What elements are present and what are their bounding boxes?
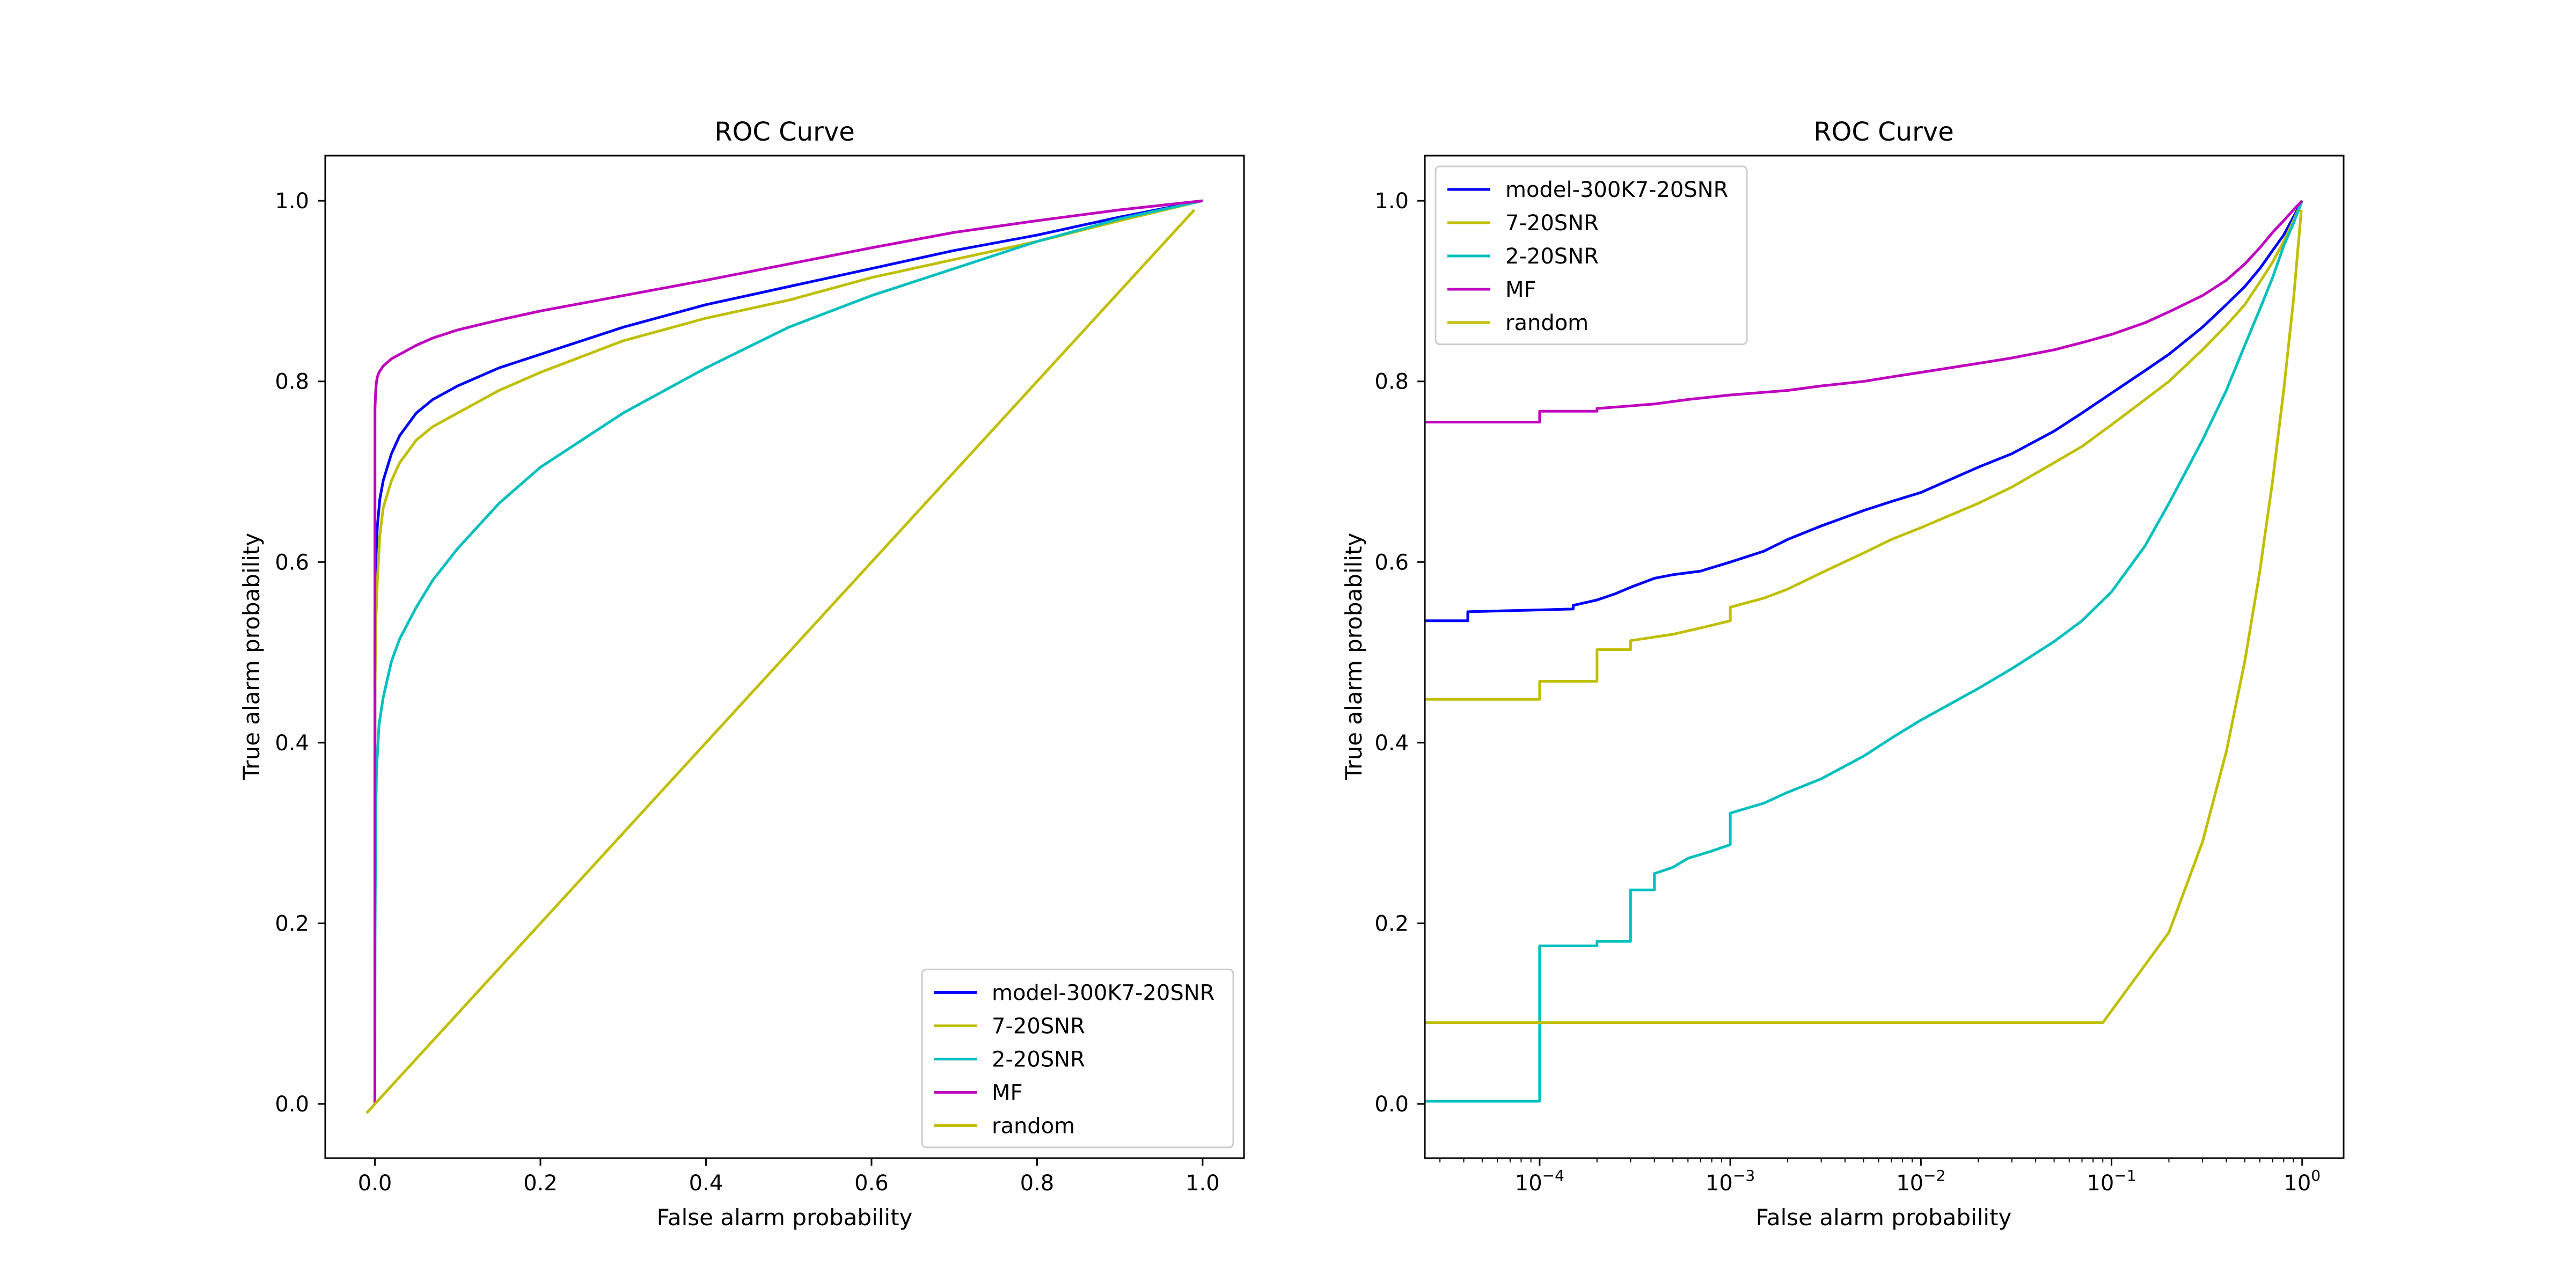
- x-tick-label: 0.0: [358, 1171, 392, 1196]
- y-tick-label: 0.0: [275, 1092, 309, 1117]
- y-tick-label: 0.4: [1374, 731, 1409, 756]
- x-tick-label: 0.4: [689, 1171, 723, 1196]
- y-axis-label: True alarm probability: [1341, 533, 1367, 781]
- series-layer: [1425, 200, 2304, 1103]
- series-line-7-20snr: [374, 199, 1203, 1104]
- legend-label: random: [992, 1114, 1075, 1138]
- ticks-layer: 0.0 0.2 0.4 0.6 0.8 1.0 0.0 0.2 0.4 0.6 0.8 1.0: [275, 189, 1219, 1196]
- legend-label: model-300K7-20SNR: [1505, 178, 1728, 202]
- legend-label: model-300K7-20SNR: [992, 980, 1214, 1005]
- y-tick-label: 0.8: [275, 370, 309, 394]
- series-line-random: [365, 209, 1196, 1114]
- y-tick-label: 0.6: [275, 550, 309, 575]
- y-tick-label: 1.0: [275, 189, 309, 214]
- plot-title: ROC Curve: [714, 117, 855, 147]
- legend-label: 7-20SNR: [1505, 211, 1599, 236]
- y-tick-label: 0.8: [1374, 370, 1409, 394]
- series-line-model-300k7-20snr: [374, 199, 1203, 1104]
- legend-label: 2-20SNR: [992, 1047, 1085, 1072]
- ticks-layer: 0.0 0.2 0.4 0.6 0.8 1.0 10−4 10−3 10−2 10−1 100: [1374, 189, 2321, 1196]
- x-tick-label: 1.0: [1185, 1171, 1220, 1196]
- roc-plot-log: ROC Curve False alarm probability True a…: [1341, 117, 2345, 1231]
- x-axis-label: False alarm probability: [657, 1204, 913, 1231]
- x-tick-label: 0.2: [523, 1171, 558, 1196]
- x-tick-label: 10−4: [1515, 1167, 1564, 1196]
- legend: model-300K7-20SNR 7-20SNR 2-20SNR MF random: [921, 968, 1234, 1148]
- legend: model-300K7-20SNR 7-20SNR 2-20SNR MF random: [1435, 165, 1748, 346]
- legend-box: [921, 968, 1234, 1148]
- x-tick-label: 0.8: [1020, 1171, 1055, 1196]
- series-line-2-20snr: [374, 199, 1203, 1104]
- series-line-model-300k7-20snr: [1425, 200, 2303, 623]
- legend-label: MF: [1505, 277, 1536, 302]
- x-tick-label: 10−2: [1896, 1167, 1945, 1196]
- y-tick-label: 0.6: [1374, 550, 1409, 575]
- y-tick-label: 0.2: [1374, 911, 1409, 936]
- x-tick-label: 10−3: [1706, 1167, 1755, 1196]
- x-tick-label: 100: [2284, 1167, 2321, 1196]
- y-tick-label: 0.0: [1374, 1092, 1409, 1117]
- series-layer: [365, 199, 1203, 1114]
- roc-plot-linear: ROC Curve False alarm probability True a…: [238, 117, 1245, 1231]
- legend-label: random: [1505, 311, 1589, 335]
- legend-label: 2-20SNR: [1505, 244, 1599, 269]
- series-line-2-20snr: [1425, 200, 2304, 1103]
- x-tick-label: 10−1: [2087, 1167, 2136, 1196]
- x-tick-label: 0.6: [854, 1171, 889, 1196]
- plot-frame: [324, 155, 1245, 1159]
- legend-box: [1435, 165, 1748, 346]
- series-line-mf: [374, 199, 1203, 1104]
- plot-title: ROC Curve: [1813, 117, 1954, 147]
- legend-label: 7-20SNR: [992, 1014, 1085, 1038]
- legend-label: MF: [992, 1080, 1023, 1105]
- y-tick-label: 1.0: [1374, 189, 1409, 214]
- series-line-7-20snr: [1425, 200, 2303, 701]
- x-axis-label: False alarm probability: [1756, 1204, 2012, 1231]
- y-axis-label: True alarm probability: [238, 533, 265, 781]
- y-tick-label: 0.4: [275, 731, 309, 756]
- plot-frame: [1424, 155, 2345, 1159]
- y-tick-label: 0.2: [275, 911, 309, 936]
- series-line-random: [1425, 209, 2303, 1024]
- series-line-mf: [1425, 200, 2303, 423]
